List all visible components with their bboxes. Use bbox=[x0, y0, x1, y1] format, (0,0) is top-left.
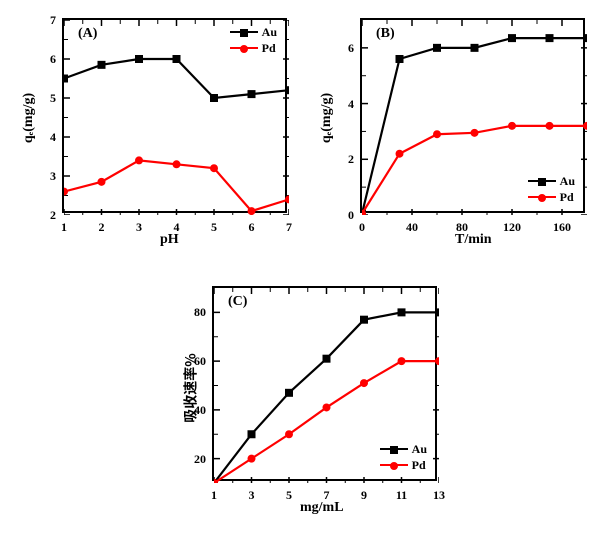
xtick-label: 6 bbox=[249, 211, 255, 233]
xtick-label: 80 bbox=[456, 211, 468, 233]
panel-a-label: (A) bbox=[78, 26, 97, 42]
figure: (A) AuPd 2345671234567 qₑ(mg/g) pH (B) A… bbox=[0, 0, 600, 535]
legend-pd: Pd bbox=[230, 40, 277, 56]
ytick-label: 4 bbox=[348, 98, 362, 110]
xtick-label: 120 bbox=[503, 211, 521, 233]
panel-b-ylabel: qₑ(mg/g) bbox=[319, 93, 335, 143]
xtick-label: 1 bbox=[61, 211, 67, 233]
panel-c-label: (C) bbox=[228, 294, 247, 310]
panel-a-xlabel: pH bbox=[160, 232, 179, 248]
plot-box-c: (C) AuPd 20406080135791113 bbox=[212, 286, 437, 481]
legend-au: Au bbox=[230, 24, 277, 40]
xtick-label: 160 bbox=[553, 211, 571, 233]
legend-au: Au bbox=[528, 173, 575, 189]
legend-au: Au bbox=[380, 441, 427, 457]
xtick-label: 40 bbox=[406, 211, 418, 233]
xtick-label: 1 bbox=[211, 479, 217, 501]
ytick-label: 6 bbox=[50, 53, 64, 65]
xtick-label: 11 bbox=[396, 479, 407, 501]
legend-pd: Pd bbox=[528, 189, 575, 205]
ytick-label: 80 bbox=[194, 306, 214, 318]
legend-pd: Pd bbox=[380, 457, 427, 473]
panel-b: (B) AuPd 024604080120160 qₑ(mg/g) T/min bbox=[300, 0, 600, 268]
ytick-label: 7 bbox=[50, 14, 64, 26]
xtick-label: 7 bbox=[324, 479, 330, 501]
xtick-label: 0 bbox=[359, 211, 365, 233]
ytick-label: 4 bbox=[50, 131, 64, 143]
legend-c: AuPd bbox=[380, 441, 427, 473]
panel-a: (A) AuPd 2345671234567 qₑ(mg/g) pH bbox=[0, 0, 300, 268]
ytick-label: 3 bbox=[50, 170, 64, 182]
panel-b-xlabel: T/min bbox=[455, 232, 492, 248]
xtick-label: 5 bbox=[211, 211, 217, 233]
legend-b: AuPd bbox=[528, 173, 575, 205]
xtick-label: 9 bbox=[361, 479, 367, 501]
ytick-label: 20 bbox=[194, 453, 214, 465]
xtick-label: 5 bbox=[286, 479, 292, 501]
plot-box-a: (A) AuPd 2345671234567 bbox=[62, 18, 287, 213]
panel-c-ylabel: 吸收速率% bbox=[181, 353, 201, 422]
xtick-label: 4 bbox=[174, 211, 180, 233]
panel-c: (C) AuPd 20406080135791113 吸收速率% mg/mL bbox=[150, 268, 450, 535]
xtick-label: 3 bbox=[136, 211, 142, 233]
ytick-label: 5 bbox=[50, 92, 64, 104]
panel-b-label: (B) bbox=[376, 26, 395, 42]
xtick-label: 13 bbox=[433, 479, 445, 501]
panel-c-xlabel: mg/mL bbox=[300, 500, 344, 516]
ytick-label: 2 bbox=[348, 153, 362, 165]
panel-a-ylabel: qₑ(mg/g) bbox=[21, 93, 37, 143]
plot-box-b: (B) AuPd 024604080120160 bbox=[360, 18, 585, 213]
xtick-label: 7 bbox=[286, 211, 292, 233]
legend-a: AuPd bbox=[230, 24, 277, 56]
xtick-label: 3 bbox=[249, 479, 255, 501]
xtick-label: 2 bbox=[99, 211, 105, 233]
ytick-label: 6 bbox=[348, 42, 362, 54]
